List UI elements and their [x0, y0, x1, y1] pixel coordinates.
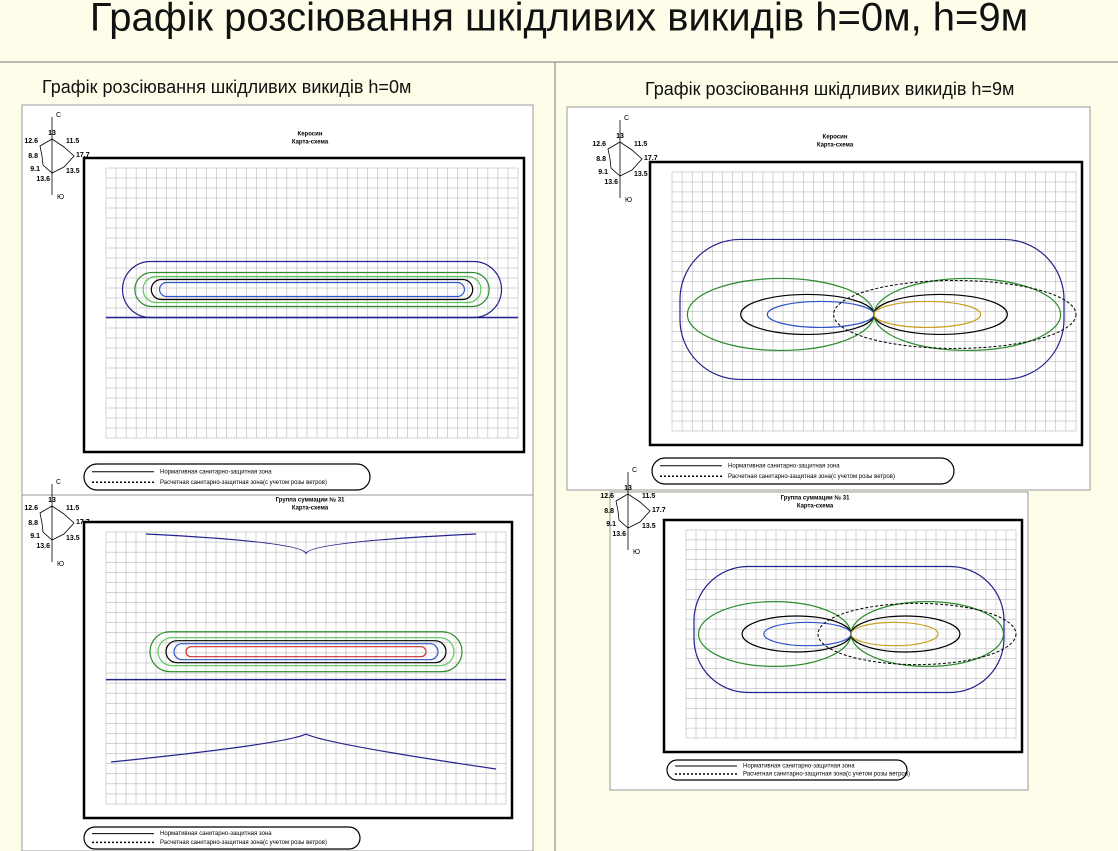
rose-value: 13.5 — [634, 171, 648, 178]
rose-value: 8.8 — [604, 508, 614, 515]
contour — [679, 238, 1065, 381]
map-image: С Ю 13 11.5 17.7 13.5 13.6 9.1 8.8 12.6 Керосин Кар… — [21, 104, 534, 496]
contour — [145, 533, 477, 555]
legend-text: Нормативная санитарно-защитная зона — [728, 463, 840, 469]
slide-title: Графік розсіювання шкідливих викидів h=0… — [90, 0, 1028, 40]
rose-north: С — [56, 112, 61, 119]
rose-value: 13.6 — [36, 176, 50, 183]
contour — [173, 643, 439, 661]
rose-north: С — [632, 467, 637, 474]
rose-north: С — [56, 479, 61, 486]
rose-value: 12.6 — [592, 141, 606, 148]
rose-south: Ю — [633, 549, 640, 556]
map-header: Карта-схема — [292, 506, 329, 512]
rose-value: 9.1 — [598, 169, 608, 176]
rose-value: 9.1 — [606, 521, 616, 528]
contour — [873, 300, 982, 329]
rose-value: 12.6 — [24, 505, 38, 512]
rose-south: Ю — [625, 197, 632, 204]
legend-box — [83, 826, 361, 850]
legend-text: Нормативная санитарно-защитная зона — [160, 469, 272, 475]
panel-caption: Графік розсіювання шкідливих викидів h=9… — [645, 79, 1014, 99]
map-image: С Ю 13 11.5 17.7 13.5 13.6 9.1 8.8 12.6 Керосин Кар… — [566, 106, 1091, 491]
map-header: Карта-схема — [292, 140, 329, 146]
legend-box — [83, 463, 371, 491]
rose-value: 11.5 — [642, 493, 655, 500]
map-frame — [82, 520, 514, 820]
zone-line — [817, 602, 1017, 666]
legend-text: Расчетная санитарно-защитная зона(с учет… — [743, 772, 910, 778]
rose-shape — [39, 505, 75, 541]
rose-value: 8.8 — [596, 156, 606, 163]
legend-text: Расчетная санитарно-защитная зона(с учет… — [160, 840, 327, 846]
rose-value: 11.5 — [66, 505, 79, 512]
map-header: Группа суммации № 31 — [276, 497, 346, 504]
rose-value: 8.8 — [28, 520, 38, 527]
legend-box — [666, 759, 908, 781]
rose-value: 13 — [624, 485, 632, 492]
legend-text: Нормативная санитарно-защитная зона — [743, 764, 855, 770]
contour — [693, 565, 1005, 694]
rose-value: 13 — [48, 497, 56, 504]
rose-value: 12.6 — [600, 493, 614, 500]
rose-south: Ю — [57, 194, 64, 201]
rose-value: 11.5 — [66, 138, 79, 145]
contour — [142, 275, 482, 304]
contour — [134, 271, 490, 308]
contour — [150, 278, 474, 301]
rose-value: 13.6 — [612, 531, 626, 538]
zone-line — [833, 279, 1077, 349]
map-header: Керосин — [298, 132, 323, 138]
rose-value: 13 — [616, 133, 624, 140]
rose-value: 13.5 — [66, 535, 80, 542]
rose-value: 11.5 — [634, 141, 647, 148]
map-frame — [82, 156, 526, 454]
map-header: Группа суммации № 31 — [781, 495, 851, 502]
rose-south: Ю — [57, 561, 64, 568]
contour — [158, 281, 466, 298]
map-frame — [662, 518, 1024, 754]
panel-caption: Графік розсіювання шкідливих викидів h=0… — [42, 77, 411, 97]
map-header: Керосин — [823, 135, 848, 141]
rose-value: 13.5 — [642, 523, 656, 530]
rose-value: 8.8 — [28, 153, 38, 160]
legend-text: Расчетная санитарно-защитная зона(с учет… — [728, 474, 895, 480]
legend-text: Расчетная санитарно-защитная зона(с учет… — [160, 480, 327, 486]
contour — [110, 733, 497, 770]
rose-value: 13 — [48, 130, 56, 137]
legend-box — [651, 457, 955, 485]
rose-value: 17.7 — [644, 155, 658, 162]
map-header: Карта-схема — [817, 143, 854, 149]
map-frame — [648, 160, 1084, 447]
rose-value: 17.7 — [76, 152, 90, 159]
rose-value: 17.7 — [652, 507, 666, 514]
contour — [185, 646, 427, 658]
legend-text: Нормативная санитарно-защитная зона — [160, 831, 272, 837]
rose-north: С — [624, 115, 629, 122]
contour — [850, 621, 939, 647]
contour — [157, 637, 455, 667]
map-image: С Ю 13 11.5 17.7 13.5 13.6 9.1 8.8 12.6 Группа сум… — [600, 467, 1029, 791]
rose-shape — [39, 138, 75, 174]
rose-shape — [607, 141, 643, 177]
contour — [149, 631, 463, 673]
rose-value: 13.5 — [66, 168, 80, 175]
rose-value: 9.1 — [30, 533, 40, 540]
rose-value: 13.6 — [604, 179, 618, 186]
contour — [165, 640, 447, 664]
rose-value: 9.1 — [30, 166, 40, 173]
rose-value: 13.6 — [36, 543, 50, 550]
map-header: Карта-схема — [797, 504, 834, 510]
rose-value: 12.6 — [24, 138, 38, 145]
rose-shape — [615, 493, 651, 529]
